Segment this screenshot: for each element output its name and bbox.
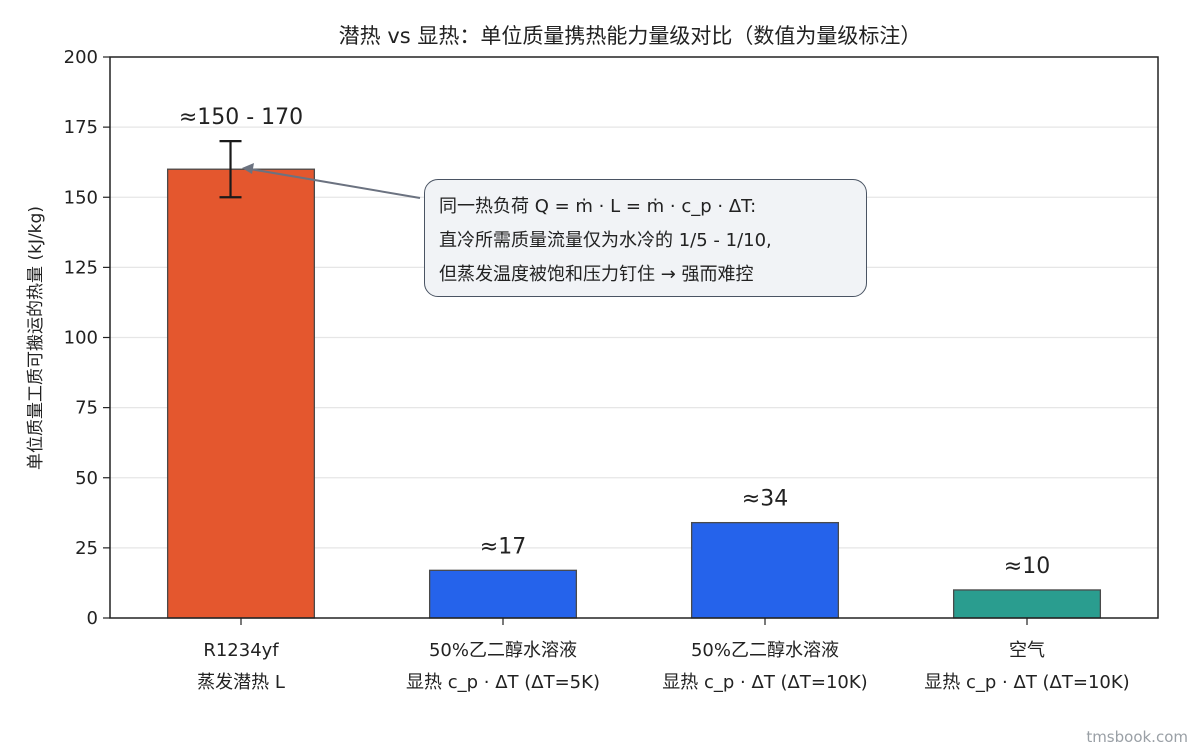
chart-title: 潜热 vs 显热：单位质量携热能力量级对比（数值为量级标注） [339,24,922,48]
y-tick-label: 0 [87,608,98,629]
y-tick-label: 200 [64,47,98,68]
y-tick-label: 100 [64,328,98,349]
annotation-line: 同一热负荷 Q = ṁ · L = ṁ · c_p · ΔT: [439,196,757,217]
data-label: ≈34 [742,487,788,512]
y-tick-label: 50 [75,468,98,489]
annotation-box: 同一热负荷 Q = ṁ · L = ṁ · c_p · ΔT: 直冷所需质量流量… [424,179,867,297]
x-tick-label: 显热 c_p · ΔT (ΔT=10K) [662,672,867,693]
x-tick-label: R1234yf [203,640,279,661]
data-label: ≈17 [480,534,526,559]
annotation-line: 但蒸发温度被饱和压力钉住 → 强而难控 [439,264,754,285]
x-tick-label: 空气 [1009,640,1045,661]
bar [690,521,840,619]
x-tick-label: 显热 c_p · ΔT (ΔT=10K) [924,672,1129,693]
bar [952,589,1102,619]
y-axis: 0 25 50 75 100 125 150 175 200 [64,47,110,629]
bar [166,168,316,619]
x-tick-label: 50%乙二醇水溶液 [691,640,839,661]
data-label: ≈10 [1004,554,1050,579]
y-axis-label: 单位质量工质可搬运的热量 (kJ/kg) [26,206,46,470]
error-bar [219,140,242,199]
x-tick-label: 蒸发潜热 L [197,672,285,693]
watermark: tmsbook.com [1086,728,1188,746]
data-labels: ≈150 - 170 ≈17 ≈34 ≈10 [179,105,1050,579]
x-tick-label: 50%乙二醇水溶液 [429,640,577,661]
y-tick-label: 25 [75,538,98,559]
annotation-line: 直冷所需质量流量仅为水冷的 1/5 - 1/10, [439,230,772,251]
x-tick-label: 显热 c_p · ΔT (ΔT=5K) [406,672,600,693]
y-tick-label: 75 [75,398,98,419]
y-tick-label: 175 [64,117,98,138]
bar [428,569,578,619]
y-tick-label: 125 [64,257,98,278]
y-tick-label: 150 [64,187,98,208]
data-label: ≈150 - 170 [179,105,303,130]
annotation-arrow [242,163,421,199]
